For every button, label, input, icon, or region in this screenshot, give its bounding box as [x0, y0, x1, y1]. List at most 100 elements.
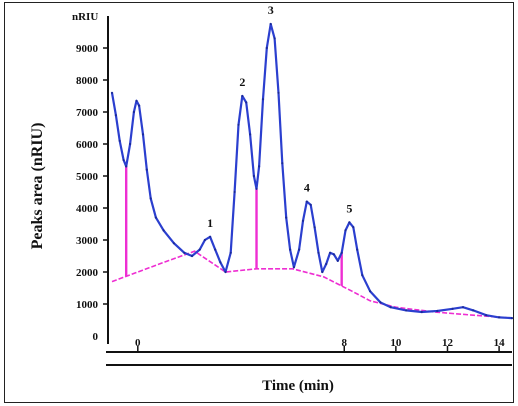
- peak-label: 4: [304, 181, 310, 195]
- chart-frame: [4, 2, 514, 403]
- baseline-group: [111, 250, 513, 319]
- series-group: [110, 22, 514, 320]
- data-point: [135, 99, 138, 102]
- data-point: [172, 242, 175, 245]
- data-point: [241, 94, 244, 98]
- y-unit-label: nRIU: [72, 11, 98, 23]
- data-point: [141, 133, 145, 136]
- x-tick-label: 0: [135, 337, 141, 349]
- peak-label: 3: [268, 3, 274, 17]
- x-tick-label: 12: [442, 337, 454, 349]
- data-point: [329, 251, 332, 254]
- data-point: [332, 253, 335, 256]
- x-axis-title: Time (min): [262, 378, 334, 394]
- data-point: [154, 216, 157, 219]
- data-point: [285, 216, 288, 219]
- data-point: [292, 266, 295, 269]
- data-point: [273, 37, 276, 40]
- data-point: [129, 142, 132, 146]
- drop-lines-group: [124, 166, 343, 286]
- x-tick-label: 14: [494, 337, 506, 349]
- data-point: [369, 290, 372, 293]
- peak-labels-group: 1 2 3 4 5: [207, 3, 352, 230]
- data-point: [252, 174, 255, 178]
- data-point: [261, 98, 265, 101]
- data-point: [277, 91, 280, 94]
- data-point: [420, 310, 423, 314]
- data-point: [190, 254, 194, 258]
- data-point: [237, 123, 240, 126]
- data-point: [344, 229, 347, 232]
- data-point: [356, 248, 359, 251]
- y-tick-label: 2000: [76, 267, 99, 279]
- data-point: [209, 235, 212, 238]
- x-tick-label: 8: [342, 337, 348, 349]
- data-point: [125, 165, 128, 168]
- data-point: [249, 133, 252, 136]
- data-point: [118, 139, 121, 142]
- data-point: [498, 316, 501, 319]
- data-point: [224, 270, 227, 274]
- data-point: [265, 46, 268, 50]
- y-tick-label: 1000: [76, 299, 99, 311]
- data-point: [114, 114, 117, 117]
- y-axis-title: Peaks area (nRIU): [29, 123, 46, 250]
- peak-label: 2: [239, 75, 245, 89]
- data-point: [451, 307, 454, 310]
- data-point: [245, 101, 248, 104]
- data-point: [313, 226, 316, 229]
- y-tick-label: 7000: [76, 107, 99, 119]
- data-point: [110, 91, 114, 94]
- data-point: [461, 306, 465, 309]
- data-point: [325, 262, 328, 266]
- data-point: [436, 309, 439, 313]
- data-point: [348, 221, 351, 224]
- data-point: [321, 270, 324, 274]
- data-point: [255, 187, 258, 190]
- data-point: [233, 190, 236, 194]
- data-point: [298, 248, 301, 251]
- baseline-line: [111, 250, 513, 319]
- data-point: [405, 309, 408, 312]
- data-point: [472, 309, 475, 312]
- data-point: [305, 200, 308, 203]
- data-point: [132, 110, 135, 114]
- data-point: [198, 248, 201, 251]
- data-point: [145, 168, 148, 171]
- y-tick-label: 6000: [76, 139, 99, 151]
- data-point: [317, 251, 320, 254]
- data-point: [485, 314, 488, 317]
- data-point: [352, 226, 355, 229]
- y-tick-label: 8000: [76, 75, 99, 87]
- data-point: [138, 104, 141, 107]
- data-point: [309, 203, 312, 206]
- peak-label: 5: [346, 201, 352, 215]
- data-point: [281, 162, 284, 165]
- data-point: [336, 259, 339, 262]
- y-tick-label: 3000: [76, 235, 99, 247]
- data-point: [510, 317, 514, 320]
- data-point: [229, 251, 232, 254]
- data-point: [379, 301, 382, 304]
- axes-group: 1000 2000 3000 4000 5000 6000 7000 8000 9000 0 0 8 1…: [76, 16, 512, 366]
- data-point: [149, 197, 152, 200]
- data-point: [340, 251, 343, 254]
- y-tick-label: 4000: [76, 203, 99, 215]
- data-point: [214, 248, 217, 251]
- data-point: [183, 251, 186, 254]
- data-point: [361, 274, 364, 277]
- signal-line: [110, 22, 513, 320]
- peak-label: 1: [207, 216, 213, 230]
- data-point: [122, 158, 125, 162]
- data-point: [301, 219, 305, 222]
- data-point: [389, 306, 392, 309]
- data-point: [219, 261, 222, 264]
- data-point: [162, 229, 165, 232]
- y-tick-label: 5000: [76, 171, 99, 183]
- x-tick-label: 10: [390, 337, 402, 349]
- y-tick-label: 9000: [76, 43, 99, 55]
- data-point: [289, 248, 292, 251]
- data-point: [269, 22, 272, 26]
- y-tick-label: 0: [93, 331, 99, 343]
